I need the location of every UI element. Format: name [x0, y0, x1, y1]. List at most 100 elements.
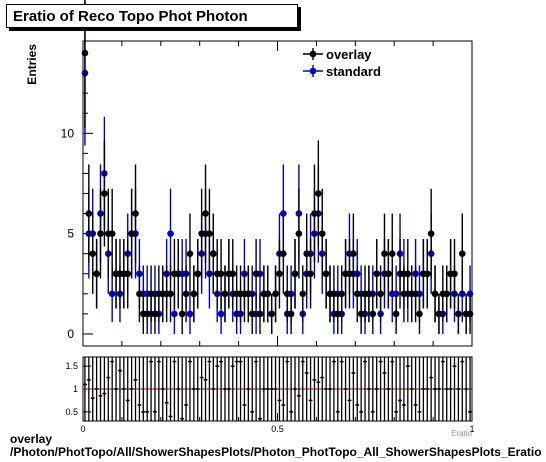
- overlay-point: [217, 270, 225, 278]
- ratio-point: [336, 410, 339, 414]
- ratio-point: [422, 387, 425, 391]
- overlay-point: [178, 310, 186, 318]
- overlay-point: [221, 290, 229, 298]
- ratio-point: [437, 387, 441, 391]
- legend-label-standard: standard: [326, 64, 381, 79]
- ratio-point: [394, 410, 398, 414]
- overlay-point: [451, 270, 458, 278]
- chart-title: Eratio of Reco Topo Phot Photon: [13, 8, 248, 25]
- overlay-point: [229, 270, 237, 278]
- ratio-point: [391, 360, 394, 363]
- overlay-point: [350, 250, 357, 257]
- overlay-point: [357, 310, 365, 318]
- ratio-point: [227, 387, 231, 391]
- y-tick-label: 5: [67, 227, 74, 241]
- overlay-point: [136, 290, 143, 298]
- ratio-point: [278, 399, 281, 402]
- overlay-point: [245, 290, 252, 298]
- ratio-point: [134, 378, 137, 382]
- ratio-point: [91, 396, 94, 400]
- overlay-point: [81, 49, 89, 57]
- ratio-point: [367, 387, 371, 391]
- ratio-point: [107, 376, 110, 379]
- ratio-point: [231, 364, 234, 368]
- overlay-point: [299, 290, 307, 298]
- y-tick-label: 0: [67, 327, 74, 341]
- overlay-point: [190, 290, 198, 298]
- ratio-point: [289, 410, 293, 414]
- ratio-point: [344, 387, 347, 391]
- overlay-point: [338, 290, 345, 298]
- ratio-point: [110, 360, 114, 363]
- overlay-point: [396, 270, 404, 278]
- ratio-point: [204, 378, 207, 382]
- ratio-point: [426, 387, 429, 391]
- ratio-point: [441, 360, 445, 363]
- overlay-point: [369, 310, 377, 318]
- ratio-point: [177, 387, 180, 391]
- ratio-point: [161, 387, 164, 391]
- overlay-point: [167, 290, 174, 298]
- ratio-point: [247, 387, 250, 391]
- y-tick-label: 10: [61, 126, 75, 140]
- legend-marker-standard: [309, 67, 317, 75]
- ratio-y-tick-label: 1: [73, 384, 78, 394]
- overlay-point: [101, 190, 108, 197]
- ratio-point: [301, 360, 304, 363]
- ratio-point: [328, 387, 332, 391]
- legend-label-overlay: overlay: [326, 47, 372, 62]
- overlay-point: [392, 310, 400, 318]
- ratio-point: [157, 360, 161, 363]
- ratio-point: [180, 417, 184, 420]
- overlay-point: [280, 250, 287, 257]
- ratio-point: [282, 403, 285, 407]
- standard-point: [167, 230, 174, 237]
- ratio-point: [383, 371, 386, 375]
- ratio-point: [457, 387, 460, 391]
- overlay-point: [143, 310, 151, 318]
- overlay-point: [175, 270, 182, 278]
- overlay-point: [322, 270, 330, 278]
- overlay-point: [416, 310, 423, 318]
- ratio-x-tick-label: 0: [80, 424, 85, 434]
- ratio-point: [429, 376, 433, 379]
- overlay-point: [287, 310, 295, 318]
- ratio-point: [188, 360, 192, 363]
- ratio-point: [398, 399, 402, 402]
- overlay-point: [295, 230, 303, 237]
- ratio-point: [324, 387, 328, 391]
- overlay-point: [128, 230, 135, 237]
- overlay-point: [124, 270, 132, 278]
- overlay-point: [377, 290, 384, 298]
- ratio-point: [251, 410, 254, 414]
- overlay-point: [455, 310, 462, 318]
- overlay-point: [206, 230, 213, 237]
- ratio-point: [352, 371, 355, 375]
- overlay-point: [431, 290, 439, 298]
- overlay-point: [268, 310, 275, 318]
- overlay-point: [404, 270, 412, 278]
- ratio-point: [321, 376, 324, 379]
- ratio-x-tick-label: 0.5: [271, 424, 284, 434]
- ratio-point: [317, 380, 320, 384]
- ratio-point: [258, 417, 262, 420]
- overlay-point: [186, 250, 194, 257]
- ratio-point: [99, 394, 102, 398]
- ratio-x-tick-label: 1: [469, 424, 474, 434]
- ratio-point: [468, 410, 472, 414]
- overlay-point: [198, 230, 205, 237]
- ratio-point: [371, 410, 375, 414]
- overlay-point: [283, 290, 291, 298]
- overlay-point: [151, 310, 159, 318]
- overlay-point: [400, 290, 408, 298]
- ratio-point: [297, 394, 301, 398]
- ratio-point: [126, 399, 129, 402]
- overlay-point: [85, 210, 93, 217]
- ratio-point: [363, 360, 367, 363]
- ratio-point: [196, 387, 199, 391]
- ratio-point: [235, 360, 238, 363]
- standard-point: [458, 290, 466, 298]
- overlay-point: [202, 210, 209, 217]
- ratio-point: [340, 360, 343, 363]
